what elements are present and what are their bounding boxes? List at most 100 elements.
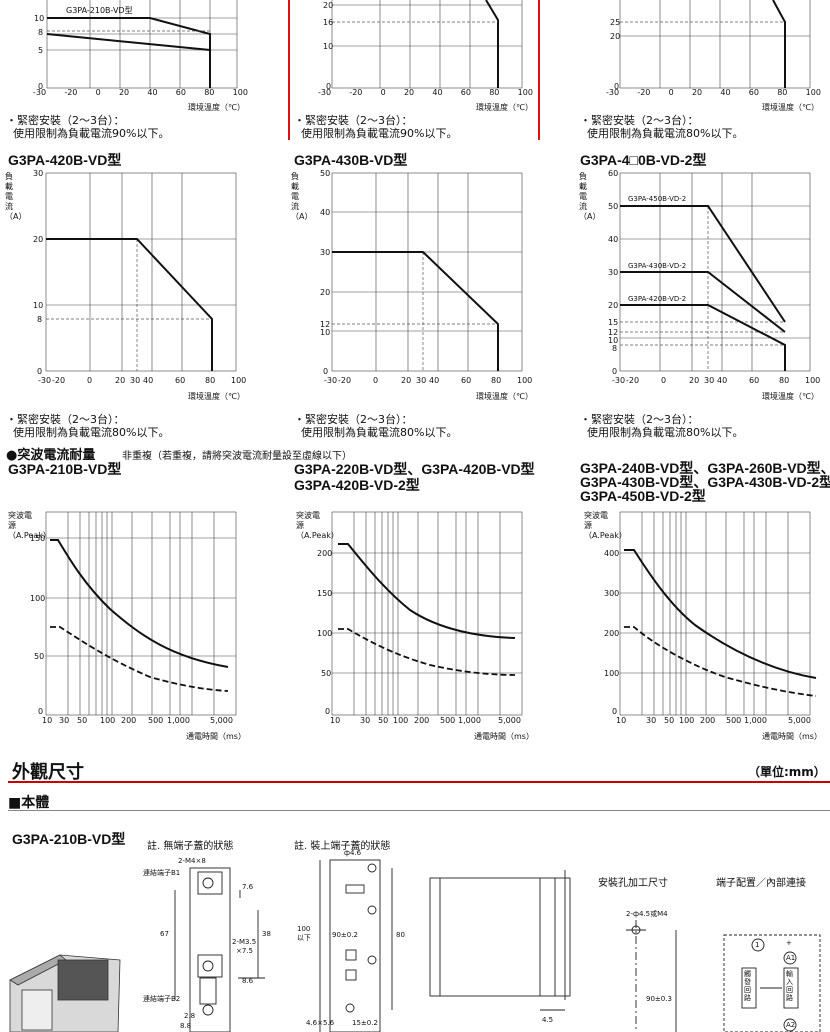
ytick: 30 xyxy=(33,169,44,178)
note-with-cover: 註. 裝上端子蓋的狀態 xyxy=(294,841,391,852)
note-mid-3: ・緊密安裝（2〜3台）： 使用限制為負載電流80%以下。 xyxy=(580,413,744,439)
ytick: 200 xyxy=(604,629,620,638)
ytick: 0 xyxy=(614,82,620,91)
ytick: 0 xyxy=(326,82,332,91)
dim-100: 100 以下 xyxy=(297,925,311,942)
ytick: 400 xyxy=(604,549,620,558)
dim-x75: ×7.5 xyxy=(236,947,253,955)
ytick: 50 xyxy=(608,202,619,211)
x-axis-label: 環境溫度（℃） xyxy=(476,103,533,112)
dim-m4: 2-M4×8 xyxy=(178,857,206,865)
ytick: 30 xyxy=(320,248,331,257)
ytick: 20 xyxy=(320,288,331,297)
ytick: 100 xyxy=(317,629,333,638)
terminal-title: 端子配置／內部連接 xyxy=(716,878,806,889)
ytick: 0 xyxy=(325,707,331,716)
ytick: 200 xyxy=(317,549,333,558)
note-mid-2: ・緊密安裝（2〜3台）： 使用限制為負載電流80%以下。 xyxy=(294,413,458,439)
terminal-a2: A2 xyxy=(786,1021,796,1029)
x-axis-label: 環境溫度（℃） xyxy=(188,103,245,112)
derating-middle-graphics xyxy=(45,172,811,372)
note-top-3: ・緊密安裝（2〜3台）： 使用限制為負載電流80%以下。 xyxy=(580,114,744,140)
ytick: 150 xyxy=(317,589,333,598)
legend-210: G3PA-210B-VD型 xyxy=(66,6,133,15)
x-ticks-2: -30 -20 0 20 40 60 80 100 xyxy=(318,88,533,97)
mount-hole-title: 安裝孔加工尺寸 xyxy=(598,878,668,889)
dim-90: 90±0.2 xyxy=(332,931,358,939)
surge-graphics xyxy=(45,511,817,716)
ytick: 50 xyxy=(320,169,331,178)
y-axis-label: 負載電流（A） xyxy=(5,172,27,221)
surge-heading: ●突波電流耐量 xyxy=(6,448,96,463)
ytick: 150 xyxy=(30,534,46,543)
section-rule xyxy=(8,781,830,783)
series-label: G3PA-420B-VD-2 xyxy=(628,295,687,303)
ytick: 60 xyxy=(608,169,619,178)
ytick: 8 xyxy=(38,28,44,37)
dim-b2: 連結端子B2 xyxy=(143,995,181,1003)
terminal-a1: A1 xyxy=(786,954,796,962)
dim-4656: 4.6×5.6 xyxy=(306,1019,335,1027)
model-title: G3PA-4□0B-VD-2型 xyxy=(580,152,707,168)
ytick: 10 xyxy=(33,301,44,310)
ytick: 25 xyxy=(610,18,621,27)
dimension-model: G3PA-210B-VD型 xyxy=(12,831,126,847)
ytick: 10 xyxy=(323,42,334,51)
terminal-plus: + xyxy=(786,939,792,947)
ytick: 20 xyxy=(608,301,619,310)
ytick: 15 xyxy=(608,318,619,327)
ytick: 50 xyxy=(321,669,332,678)
surge-model: G3PA-210B-VD型 xyxy=(8,461,122,477)
ytick: 12 xyxy=(320,320,331,329)
ytick: 8 xyxy=(37,315,43,324)
x-ticks-1: -30 -20 0 20 40 60 80 100 xyxy=(33,88,248,97)
dim-45: 4.5 xyxy=(542,1016,554,1024)
dimension-drawings xyxy=(9,859,821,1032)
ytick: 8 xyxy=(612,344,618,353)
ytick: 20 xyxy=(33,235,44,244)
note-top-1: ・緊密安裝（2〜3台）： 使用限制為負載電流90%以下。 xyxy=(6,114,170,140)
dimensions-title: 外觀尺寸 xyxy=(12,762,84,783)
product-photo xyxy=(9,954,121,1032)
x-axis-label: 環境溫度（℃） xyxy=(762,392,819,401)
ytick: 100 xyxy=(604,669,620,678)
ytick: 0 xyxy=(323,367,329,376)
surge-heading-note: 非重複（若重複，請將突波電流耐量設至虛線以下） xyxy=(122,451,352,462)
dim-903: 90±0.3 xyxy=(646,995,672,1003)
ytick: 16 xyxy=(323,18,334,27)
ytick: 100 xyxy=(30,594,46,603)
section-rule xyxy=(8,810,830,811)
dim-28: 2.8 xyxy=(184,1012,196,1020)
ytick: 300 xyxy=(604,589,620,598)
surge-x-label: 通電時間（ms） xyxy=(186,732,246,741)
ytick: 40 xyxy=(608,235,619,244)
y-axis-label: 負載電流（A） xyxy=(579,172,601,221)
ytick: 30 xyxy=(608,268,619,277)
dim-67: 67 xyxy=(160,930,169,938)
ytick: 10 xyxy=(608,336,619,345)
dim-76: 7.6 xyxy=(242,883,254,891)
trigger-circuit-label: 觸發回路 xyxy=(744,970,751,1002)
unit-label: （單位:mm） xyxy=(748,765,826,779)
dim-88: 8.8 xyxy=(180,1022,192,1030)
ytick: 20 xyxy=(323,1,334,10)
ytick: 0 xyxy=(612,707,618,716)
terminal-one: 1 xyxy=(755,941,760,949)
dim-m35: 2-M3.5 xyxy=(232,938,257,946)
ytick: 10 xyxy=(34,14,45,23)
surge-x-label: 通電時間（ms） xyxy=(474,732,534,741)
dim-hole: 2-ф4.5或M4 xyxy=(626,910,668,918)
series-label: G3PA-450B-VD-2 xyxy=(628,195,687,203)
note-top-2: ・緊密安裝（2〜3台）： 使用限制為負載電流90%以下。 xyxy=(294,114,458,140)
dim-15: 15±0.2 xyxy=(352,1019,378,1027)
ytick: 5 xyxy=(38,46,44,55)
dim-phi46: ф4.6 xyxy=(344,849,362,857)
ytick: 10 xyxy=(320,328,331,337)
note-no-cover: 註. 無端子蓋的狀態 xyxy=(147,841,234,852)
ytick: 12 xyxy=(608,328,619,337)
ytick: 0 xyxy=(612,367,618,376)
derating-top-row: G3PA-210B-VD型 10 8 5 0 20 16 10 0 25 20 … xyxy=(0,0,830,145)
dim-86: 8.6 xyxy=(242,977,254,985)
surge-model: G3PA-220B-VD型、G3PA-420B-VD型 G3PA-420B-VD… xyxy=(294,461,535,493)
dim-80: 80 xyxy=(396,931,405,939)
